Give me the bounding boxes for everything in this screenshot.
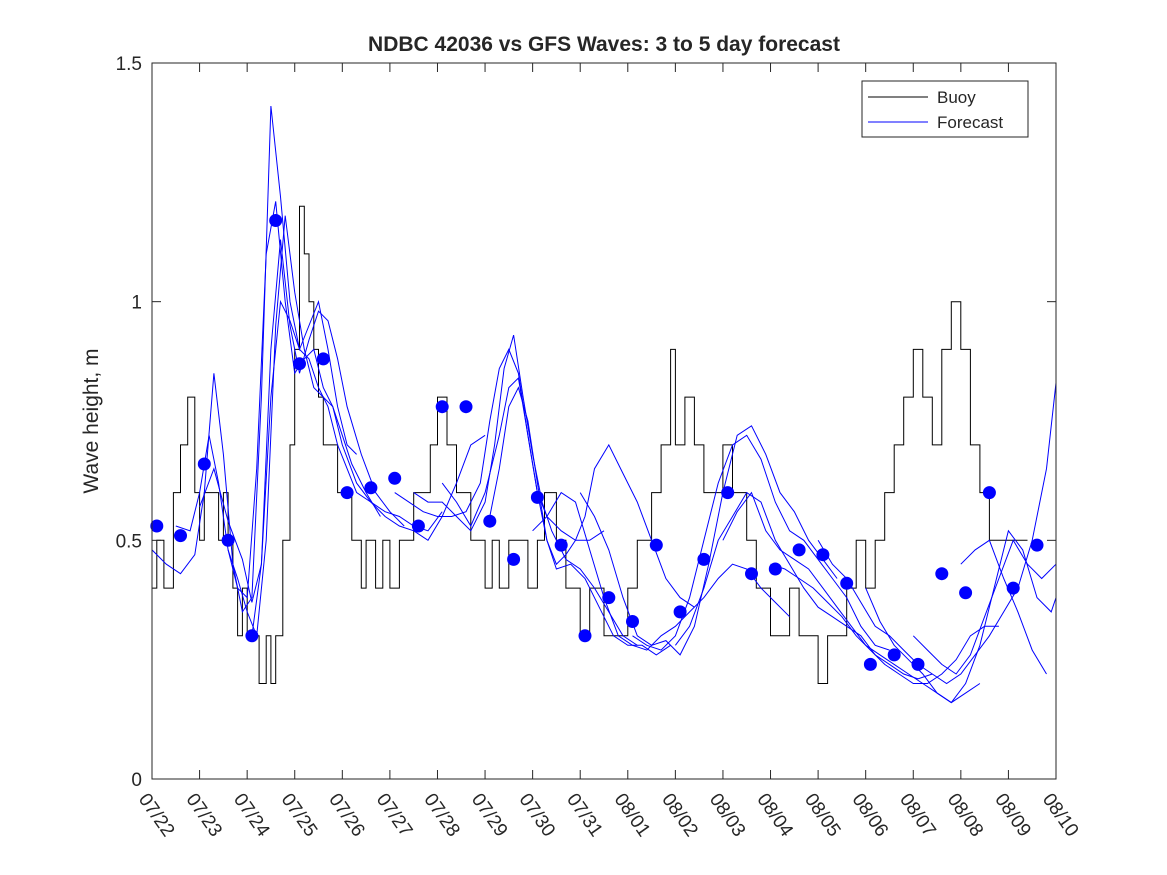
forecast-point xyxy=(340,486,354,500)
forecast-point xyxy=(483,514,497,528)
forecast-point xyxy=(840,576,854,590)
y-axis-label: Wave height, m xyxy=(80,348,103,493)
forecast-point xyxy=(388,471,402,485)
forecast-point xyxy=(1030,538,1044,552)
forecast-point xyxy=(673,605,687,619)
forecast-run-line-16 xyxy=(817,382,1057,685)
y-tick-label: 1 xyxy=(131,293,142,314)
forecast-run-line-15 xyxy=(770,563,999,684)
forecast-point xyxy=(174,529,187,543)
forecast-point xyxy=(721,486,735,500)
forecast-run-line-10 xyxy=(532,491,790,651)
forecast-run-line-12 xyxy=(632,434,890,651)
forecast-point xyxy=(816,548,830,562)
forecast-run-line-11 xyxy=(579,425,838,656)
forecast-point xyxy=(982,486,996,500)
forecast-point xyxy=(221,533,235,547)
forecast-point xyxy=(935,567,949,581)
forecast-point xyxy=(792,543,806,557)
forecast-point xyxy=(911,657,925,671)
forecast-point xyxy=(411,519,425,533)
forecast-point xyxy=(602,591,616,605)
legend-box xyxy=(861,80,1029,138)
forecast-run-line-2 xyxy=(175,201,381,599)
forecast-run-line-18 xyxy=(912,539,1057,675)
forecast-run-line-5 xyxy=(251,299,486,636)
legend-label-forecast: Forecast xyxy=(937,113,1003,132)
plot-area xyxy=(150,105,1057,704)
forecast-point xyxy=(554,538,568,552)
forecast-run-line-4 xyxy=(227,215,443,636)
forecast-run-line-13 xyxy=(674,491,933,680)
legend-label-buoy: Buoy xyxy=(937,88,976,107)
forecast-point xyxy=(269,214,283,227)
forecast-point xyxy=(364,481,378,495)
forecast-point xyxy=(887,648,901,662)
forecast-run-line-6 xyxy=(394,348,605,541)
forecast-run-line-1 xyxy=(151,105,357,614)
forecast-run-line-3 xyxy=(199,239,405,603)
chart-title: NDBC 42036 vs GFS Waves: 3 to 5 day fore… xyxy=(368,33,840,56)
forecast-point xyxy=(245,629,259,643)
forecast-run-line-17 xyxy=(865,529,1057,704)
forecast-run-line-7 xyxy=(413,334,638,646)
forecast-point xyxy=(530,490,544,504)
forecast-run-line-9 xyxy=(489,386,695,608)
legend: Buoy Forecast xyxy=(861,80,1029,138)
forecast-point xyxy=(293,357,306,371)
forecast-point xyxy=(1006,581,1020,595)
forecast-point xyxy=(863,657,877,671)
forecast-point xyxy=(197,457,211,471)
y-tick-label: 0.5 xyxy=(116,531,142,552)
buoy-series-line xyxy=(152,205,1028,684)
axes-box xyxy=(151,62,1057,780)
forecast-point xyxy=(626,615,639,628)
forecast-run-line-19 xyxy=(960,539,1047,675)
forecast-point xyxy=(435,400,449,414)
forecast-point xyxy=(768,562,782,576)
y-tick-label: 1.5 xyxy=(116,54,142,75)
forecast-point xyxy=(578,629,592,643)
forecast-point xyxy=(649,538,663,552)
y-axis: 0 0.5 1 1.5 xyxy=(116,54,1056,791)
forecast-point xyxy=(959,586,973,600)
y-tick-label: 0 xyxy=(131,770,142,791)
forecast-point xyxy=(459,400,473,414)
forecast-point xyxy=(316,352,330,366)
forecast-point xyxy=(697,552,711,566)
forecast-point xyxy=(507,552,521,566)
forecast-point xyxy=(745,567,758,581)
forecast-point xyxy=(150,519,164,533)
